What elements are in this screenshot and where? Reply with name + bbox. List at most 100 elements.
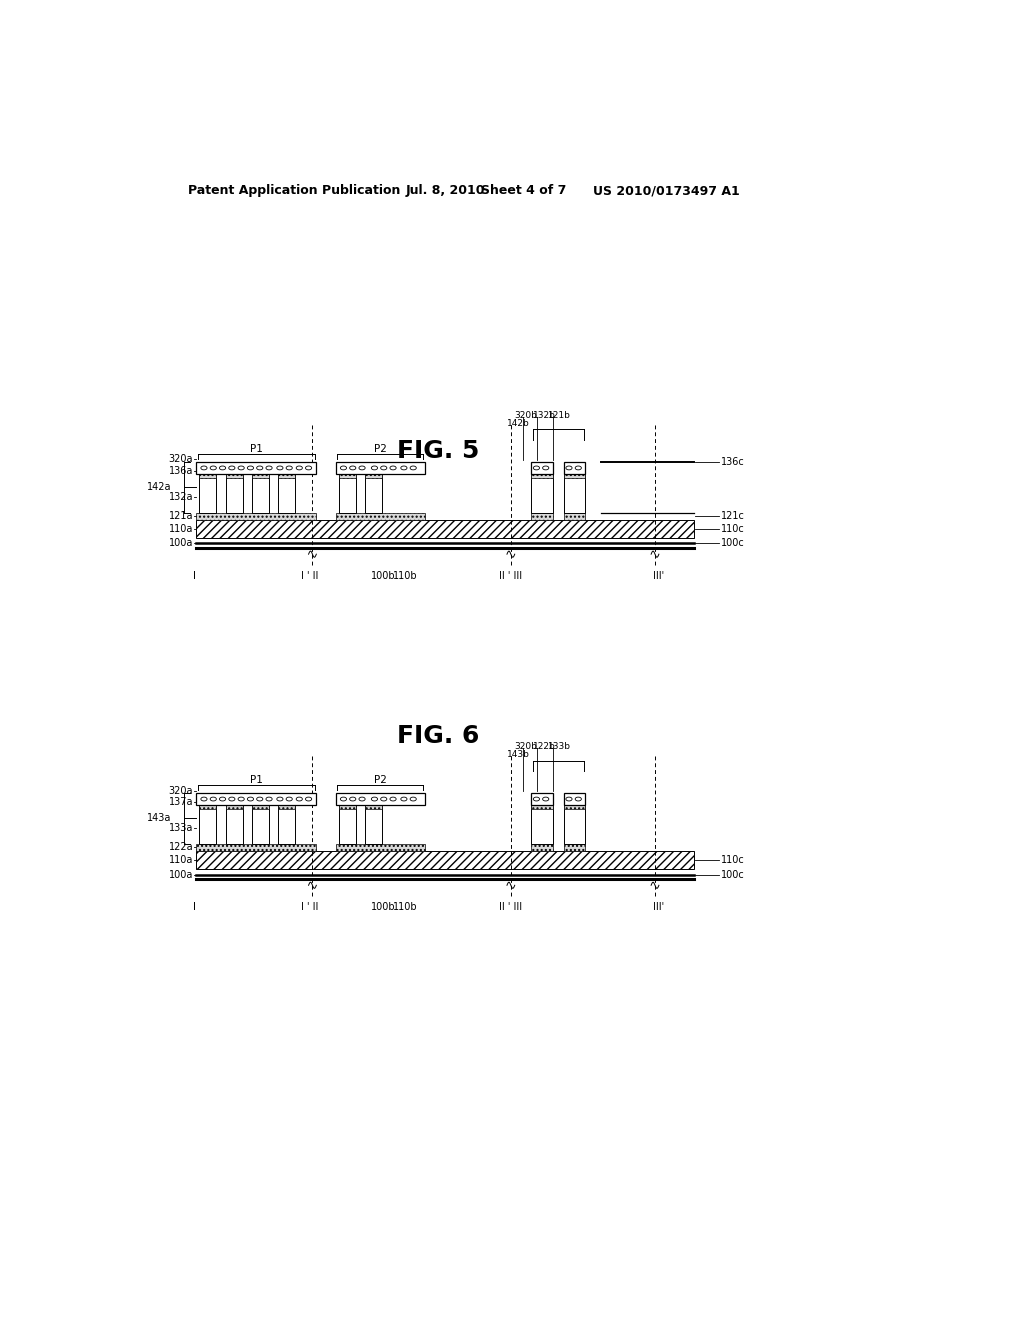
Text: 133a: 133a: [169, 824, 194, 833]
Bar: [225, 474, 243, 512]
Bar: [200, 474, 216, 512]
Bar: [339, 805, 356, 843]
Text: 320a: 320a: [169, 454, 194, 465]
Bar: [252, 474, 269, 512]
Text: P2: P2: [374, 775, 387, 785]
Bar: [279, 805, 295, 809]
Text: 121b: 121b: [548, 411, 571, 420]
Text: P2: P2: [374, 444, 387, 454]
Bar: [252, 474, 269, 478]
Bar: [336, 793, 425, 805]
Bar: [225, 805, 243, 843]
Text: 320a: 320a: [169, 785, 194, 796]
Text: I: I: [194, 902, 197, 912]
Bar: [531, 793, 553, 805]
Bar: [366, 805, 382, 843]
Text: 110b: 110b: [393, 570, 418, 581]
Bar: [200, 474, 216, 478]
Bar: [200, 805, 216, 809]
Text: 122b: 122b: [532, 742, 555, 751]
Bar: [339, 805, 356, 809]
Bar: [200, 805, 216, 843]
Bar: [197, 843, 316, 850]
Bar: [531, 512, 553, 520]
Text: 110a: 110a: [169, 524, 194, 533]
Bar: [366, 474, 382, 478]
Bar: [279, 805, 295, 843]
Bar: [252, 805, 269, 843]
Text: 100a: 100a: [169, 870, 194, 879]
Text: P1: P1: [250, 775, 263, 785]
Bar: [531, 843, 553, 850]
Text: 100a: 100a: [169, 539, 194, 548]
Bar: [336, 512, 425, 520]
Text: 136c: 136c: [721, 457, 744, 467]
Bar: [336, 462, 425, 474]
Text: FIG. 6: FIG. 6: [397, 723, 479, 748]
Text: 320b: 320b: [514, 411, 537, 420]
Text: 132b: 132b: [532, 411, 555, 420]
Text: Patent Application Publication: Patent Application Publication: [188, 185, 400, 197]
Bar: [563, 805, 586, 843]
Text: 132a: 132a: [169, 492, 194, 502]
Bar: [279, 474, 295, 478]
Text: 121c: 121c: [721, 511, 744, 521]
Bar: [366, 805, 382, 809]
Bar: [197, 793, 316, 805]
Bar: [197, 850, 693, 869]
Text: 143a: 143a: [147, 813, 171, 824]
Bar: [563, 474, 586, 512]
Bar: [366, 474, 382, 512]
Text: 320b: 320b: [514, 742, 537, 751]
Text: I: I: [194, 570, 197, 581]
Text: 143b: 143b: [507, 750, 530, 759]
Bar: [531, 462, 553, 474]
Bar: [225, 474, 243, 478]
Bar: [279, 474, 295, 512]
Text: 133b: 133b: [548, 742, 571, 751]
Bar: [563, 474, 586, 478]
Bar: [531, 474, 553, 478]
Text: 100c: 100c: [721, 539, 744, 548]
Bar: [339, 474, 356, 478]
Text: Jul. 8, 2010: Jul. 8, 2010: [406, 185, 485, 197]
Text: 142b: 142b: [507, 418, 530, 428]
Text: 122a: 122a: [169, 842, 194, 853]
Text: III': III': [652, 570, 664, 581]
Text: 110c: 110c: [721, 524, 744, 533]
Bar: [563, 793, 586, 805]
Text: P1: P1: [250, 444, 263, 454]
Text: 100b: 100b: [372, 570, 396, 581]
Text: US 2010/0173497 A1: US 2010/0173497 A1: [593, 185, 739, 197]
Text: 142a: 142a: [146, 482, 171, 492]
Text: II ' III: II ' III: [500, 570, 522, 581]
Text: I ' II: I ' II: [301, 570, 318, 581]
Bar: [531, 805, 553, 843]
Bar: [563, 512, 586, 520]
Bar: [339, 474, 356, 512]
Bar: [563, 805, 586, 809]
Text: 136a: 136a: [169, 466, 194, 477]
Bar: [197, 512, 316, 520]
Bar: [197, 462, 316, 474]
Text: FIG. 5: FIG. 5: [397, 440, 479, 463]
Bar: [531, 805, 553, 809]
Bar: [252, 805, 269, 809]
Text: Sheet 4 of 7: Sheet 4 of 7: [480, 185, 566, 197]
Text: 110a: 110a: [169, 855, 194, 865]
Text: 110c: 110c: [721, 855, 744, 865]
Text: 137a: 137a: [169, 797, 194, 807]
Bar: [563, 462, 586, 474]
Bar: [336, 843, 425, 850]
Bar: [197, 520, 693, 539]
Text: 110b: 110b: [393, 902, 418, 912]
Bar: [563, 843, 586, 850]
Bar: [531, 474, 553, 512]
Text: I ' II: I ' II: [301, 902, 318, 912]
Text: II ' III: II ' III: [500, 902, 522, 912]
Text: III': III': [652, 902, 664, 912]
Text: 100c: 100c: [721, 870, 744, 879]
Bar: [225, 805, 243, 809]
Text: 121a: 121a: [169, 511, 194, 521]
Text: 100b: 100b: [372, 902, 396, 912]
